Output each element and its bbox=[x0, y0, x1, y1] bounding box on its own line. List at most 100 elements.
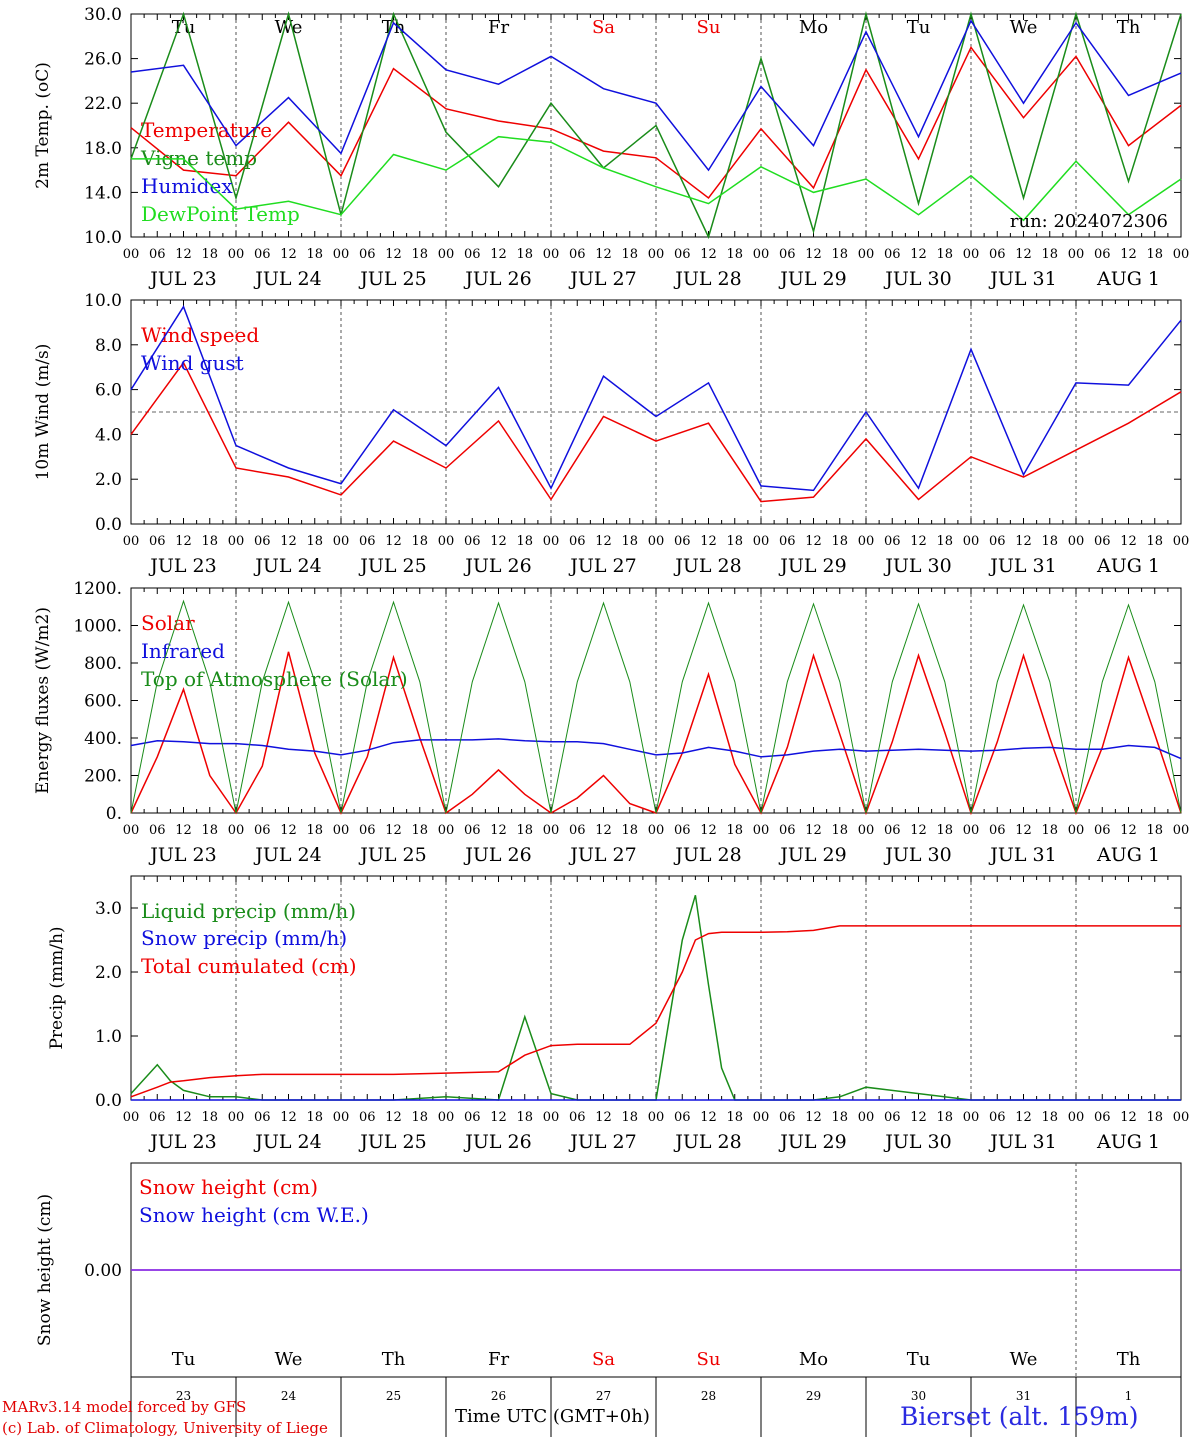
hour-tick-label: 00 bbox=[228, 1110, 245, 1125]
weekday-label: We bbox=[275, 17, 303, 38]
date-label: JUL 23 bbox=[148, 844, 216, 866]
hour-tick-label: 18 bbox=[1146, 534, 1163, 549]
legend-entry: Snow height (cm W.E.) bbox=[139, 1203, 369, 1227]
hour-tick-label: 12 bbox=[1120, 247, 1137, 262]
hour-tick-label: 06 bbox=[674, 1110, 691, 1125]
hour-tick-label: 00 bbox=[1173, 247, 1190, 262]
hour-tick-label: 12 bbox=[175, 247, 192, 262]
hour-tick-label: 06 bbox=[569, 1110, 586, 1125]
hour-tick-label: 06 bbox=[779, 823, 796, 838]
date-label: JUL 30 bbox=[883, 844, 951, 866]
hour-tick-label: 00 bbox=[858, 534, 875, 549]
y-tick-label: 3.0 bbox=[95, 899, 122, 919]
hour-tick-label: 00 bbox=[543, 247, 560, 262]
hour-tick-label: 00 bbox=[438, 1110, 455, 1125]
date-label: JUL 23 bbox=[148, 268, 216, 290]
hour-tick-label: 12 bbox=[175, 823, 192, 838]
y-tick-label: 0.0 bbox=[95, 515, 122, 535]
hour-tick-label: 12 bbox=[385, 247, 402, 262]
date-label: JUL 28 bbox=[673, 1131, 741, 1153]
hour-tick-label: 00 bbox=[1068, 1110, 1085, 1125]
hour-tick-label: 12 bbox=[1015, 1110, 1032, 1125]
day-number-label: 1 bbox=[1125, 1389, 1133, 1403]
hour-tick-label: 12 bbox=[595, 823, 612, 838]
hour-tick-label: 12 bbox=[280, 534, 297, 549]
day-number-label: 24 bbox=[281, 1389, 297, 1403]
date-label: JUL 31 bbox=[988, 1131, 1056, 1153]
y-axis-label: Precip (mm/h) bbox=[47, 926, 67, 1049]
hour-tick-label: 06 bbox=[359, 1110, 376, 1125]
hour-tick-label: 12 bbox=[490, 1110, 507, 1125]
y-tick-label: 22.0 bbox=[84, 94, 122, 114]
hour-tick-label: 00 bbox=[858, 1110, 875, 1125]
hour-tick-label: 18 bbox=[621, 823, 638, 838]
weekday-label: Mo bbox=[799, 1349, 828, 1370]
hour-tick-label: 12 bbox=[490, 823, 507, 838]
hour-tick-label: 06 bbox=[149, 1110, 166, 1125]
hour-tick-label: 18 bbox=[621, 534, 638, 549]
date-label: JUL 31 bbox=[988, 268, 1056, 290]
weekday-label: Th bbox=[1117, 17, 1141, 38]
hour-tick-label: 12 bbox=[595, 1110, 612, 1125]
series-line bbox=[130, 361, 1182, 503]
hour-tick-label: 12 bbox=[595, 534, 612, 549]
hour-tick-label: 06 bbox=[359, 534, 376, 549]
day-number-label: 30 bbox=[911, 1389, 926, 1403]
y-tick-label: 6.0 bbox=[95, 381, 122, 401]
hour-tick-label: 18 bbox=[831, 534, 848, 549]
hour-tick-label: 06 bbox=[989, 534, 1006, 549]
hour-tick-label: 18 bbox=[411, 534, 428, 549]
lab-credit: (c) Lab. of Climatology, University of L… bbox=[2, 1419, 328, 1437]
weekday-label: Fr bbox=[488, 17, 509, 38]
hour-tick-label: 12 bbox=[490, 534, 507, 549]
hour-tick-label: 00 bbox=[963, 1110, 980, 1125]
hour-tick-label: 18 bbox=[936, 247, 953, 262]
panel-2: 00 06 12 18 00 06 12 18 00 06 12 18 00 06 12 18 00 06 12 18… bbox=[33, 291, 1189, 577]
hour-tick-label: 00 bbox=[333, 534, 350, 549]
hour-tick-label: 00 bbox=[228, 247, 245, 262]
hour-tick-label: 00 bbox=[1068, 247, 1085, 262]
hour-tick-label: 12 bbox=[805, 534, 822, 549]
weekday-label: We bbox=[275, 1349, 303, 1370]
hour-tick-label: 06 bbox=[779, 534, 796, 549]
hour-tick-label: 00 bbox=[228, 823, 245, 838]
weekday-label: Sa bbox=[592, 17, 615, 38]
hour-tick-label: 18 bbox=[1041, 247, 1058, 262]
day-number-label: 27 bbox=[596, 1389, 611, 1403]
date-label: JUL 29 bbox=[778, 268, 846, 290]
hour-tick-label: 18 bbox=[201, 1110, 218, 1125]
hour-tick-label: 12 bbox=[700, 247, 717, 262]
date-label: JUL 26 bbox=[463, 268, 531, 290]
hour-tick-label: 12 bbox=[700, 534, 717, 549]
y-tick-label: 18.0 bbox=[84, 139, 122, 159]
date-label: JUL 24 bbox=[253, 844, 321, 866]
hour-tick-label: 18 bbox=[1146, 1110, 1163, 1125]
y-tick-label: 10.0 bbox=[84, 228, 122, 248]
weekday-label: Th bbox=[382, 17, 406, 38]
weekday-label: Su bbox=[697, 17, 721, 38]
legend-entry: Humidex bbox=[141, 174, 233, 198]
hour-tick-label: 00 bbox=[123, 247, 140, 262]
panel-4: 00 06 12 18 00 06 12 18 00 06 12 18 00 06 12 18 00 06 12 18… bbox=[47, 875, 1189, 1153]
hour-tick-label: 12 bbox=[280, 247, 297, 262]
date-label: AUG 1 bbox=[1096, 268, 1160, 290]
hour-tick-label: 00 bbox=[753, 534, 770, 549]
y-tick-label: 30.0 bbox=[84, 5, 122, 25]
hour-tick-label: 12 bbox=[805, 1110, 822, 1125]
series-line bbox=[131, 135, 1182, 222]
hour-tick-label: 06 bbox=[884, 247, 901, 262]
day-number-label: 26 bbox=[491, 1389, 506, 1403]
hour-tick-label: 06 bbox=[779, 1110, 796, 1125]
date-label: JUL 26 bbox=[463, 844, 531, 866]
y-tick-label: 1000. bbox=[73, 617, 122, 637]
hour-tick-label: 00 bbox=[333, 247, 350, 262]
weekday-label: Th bbox=[382, 1349, 406, 1370]
hour-tick-label: 00 bbox=[648, 1110, 665, 1125]
y-axis-label: 2m Temp. (oC) bbox=[33, 62, 53, 189]
hour-tick-label: 06 bbox=[569, 823, 586, 838]
hour-tick-label: 06 bbox=[884, 823, 901, 838]
hour-tick-label: 06 bbox=[254, 1110, 271, 1125]
hour-tick-label: 00 bbox=[543, 534, 560, 549]
day-number-label: 25 bbox=[386, 1389, 401, 1403]
y-tick-label: 4.0 bbox=[95, 425, 122, 445]
